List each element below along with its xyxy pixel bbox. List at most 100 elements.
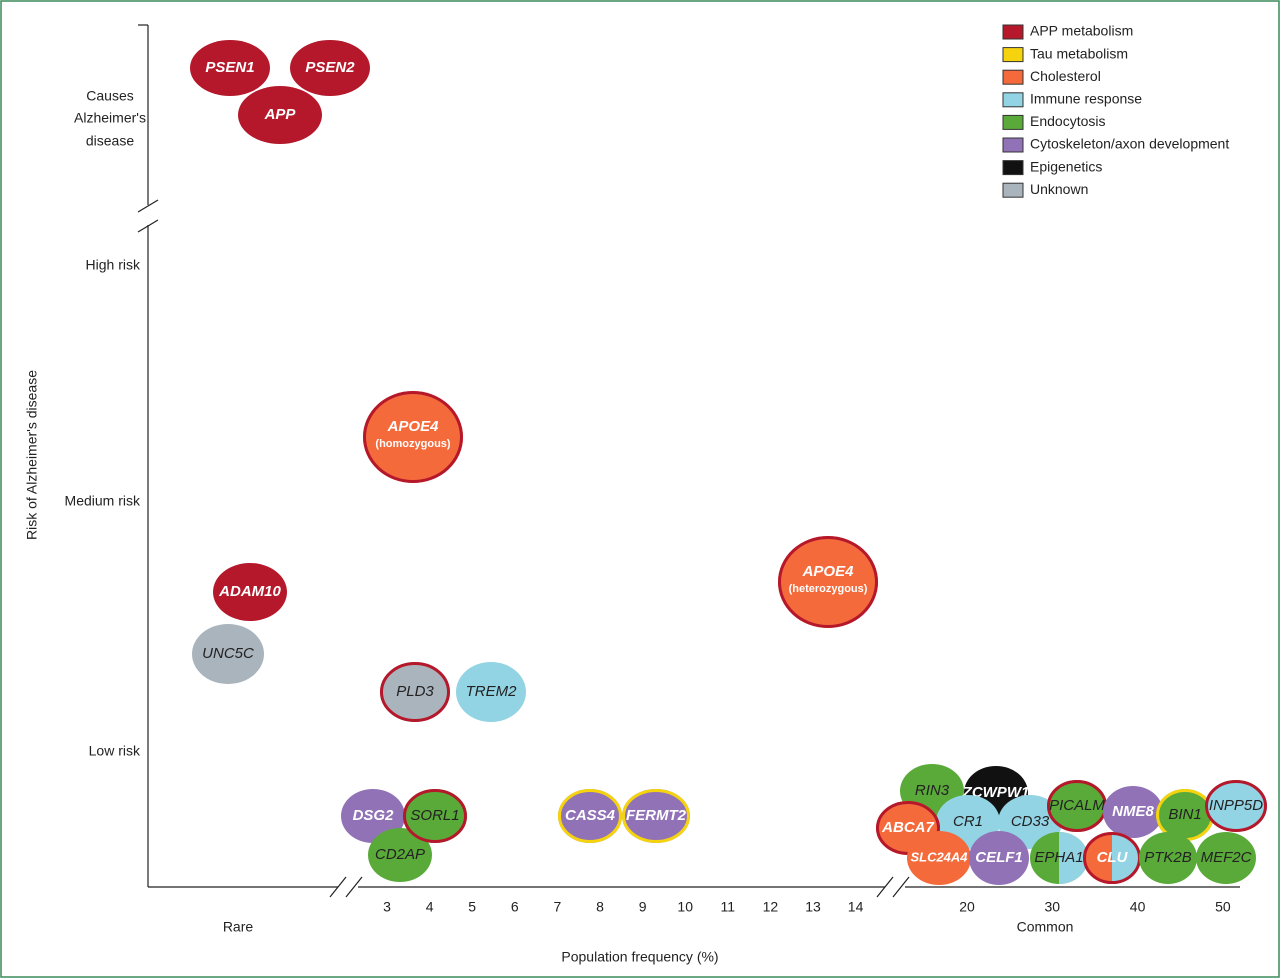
node-fill <box>1047 780 1107 832</box>
gene-node: CELF1 <box>969 831 1029 885</box>
y-level-label: Alzheimer's <box>74 110 146 126</box>
node-label: PSEN2 <box>305 59 355 76</box>
legend-label: Tau metabolism <box>1030 45 1128 61</box>
gene-node: BIN1 <box>1156 789 1214 841</box>
axes <box>137 24 1240 898</box>
node-label: TREM2 <box>466 683 517 700</box>
node-label: CLU <box>1097 849 1129 866</box>
node-label: EPHA1 <box>1034 849 1083 866</box>
gene-node: ADAM10 <box>213 563 287 621</box>
y-level-label: High risk <box>86 257 141 273</box>
node-fill <box>1156 789 1214 841</box>
node-fill <box>290 40 370 96</box>
node-fill <box>1103 786 1163 838</box>
x-tick-label: 14 <box>848 899 864 915</box>
node-fill <box>192 624 264 684</box>
node-fill <box>368 828 432 882</box>
gene-node: APOE4 (homozygous) <box>363 391 463 483</box>
node-fill <box>363 391 463 483</box>
gene-node: TREM2 <box>456 662 526 722</box>
node-fill <box>778 536 878 628</box>
x-tick-label: 3 <box>383 899 391 915</box>
legend-label: Immune response <box>1030 91 1142 107</box>
legend-swatch <box>1002 137 1024 153</box>
x-rare: Rare <box>223 919 254 935</box>
gene-node: CASS4 <box>558 789 622 843</box>
gene-node: APP <box>238 86 322 144</box>
node-label: PLD3 <box>396 683 434 700</box>
node-half <box>1059 832 1088 884</box>
node-label: ADAM10 <box>218 583 281 600</box>
gene-node: PLD3 <box>380 662 450 722</box>
node-label: PICALM <box>1049 797 1105 814</box>
gene-node: EPHA1 <box>1030 832 1088 884</box>
node-fill <box>1196 832 1256 884</box>
x-tick-label: 4 <box>426 899 434 915</box>
gene-node: APOE4 (heterozygous) <box>778 536 878 628</box>
gene-node: CLU <box>1083 832 1141 884</box>
node-ring <box>380 662 450 722</box>
gene-node: SORL1 <box>403 789 467 843</box>
node-label: APOE4 <box>802 563 855 580</box>
node-fill <box>238 86 322 144</box>
node-label: MEF2C <box>1201 849 1252 866</box>
gene-node: UNC5C <box>192 624 264 684</box>
x-tick-label: 5 <box>468 899 476 915</box>
legend-swatch <box>1002 182 1024 198</box>
node-label: INPP5D <box>1209 797 1263 814</box>
node-label: CASS4 <box>565 807 616 824</box>
node-label: CR1 <box>953 813 983 830</box>
node-fill <box>1139 832 1197 884</box>
x-tick-label: 7 <box>554 899 562 915</box>
node-label: BIN1 <box>1168 806 1201 823</box>
gene-node: FERMT2 <box>622 789 690 843</box>
x-tick-label: 50 <box>1215 899 1231 915</box>
node-label: PSEN1 <box>205 59 254 76</box>
legend-label: Endocytosis <box>1030 113 1105 129</box>
node-label: NME8 <box>1112 803 1154 820</box>
gene-node: INPP5D <box>1205 780 1267 832</box>
x-tick-label: 9 <box>639 899 647 915</box>
node-label: UNC5C <box>202 645 254 662</box>
node-label: ABCA7 <box>881 819 934 836</box>
y-title: Risk of Alzheimer's disease <box>24 370 40 540</box>
node-label: SLC24A4 <box>910 849 968 864</box>
y-level-label: Low risk <box>89 743 141 759</box>
node-label: SORL1 <box>410 807 459 824</box>
node-label: CD33 <box>1011 813 1050 830</box>
node-ring <box>558 789 622 843</box>
x-tick-label: 40 <box>1130 899 1146 915</box>
node-label: RIN3 <box>915 782 950 799</box>
node-ring <box>778 536 878 628</box>
node-fill <box>403 789 467 843</box>
node-label: CELF1 <box>975 849 1023 866</box>
gene-node: PSEN1 <box>190 40 270 96</box>
node-ring <box>403 789 467 843</box>
legend-label: APP metabolism <box>1030 23 1133 39</box>
legend-label: Cholesterol <box>1030 68 1101 84</box>
node-fill <box>1205 780 1267 832</box>
node-fill <box>622 789 690 843</box>
x-tick-label: 12 <box>763 899 779 915</box>
y-level-label: Medium risk <box>65 493 141 509</box>
node-fill <box>190 40 270 96</box>
node-fill <box>213 563 287 621</box>
node-fill <box>907 831 971 885</box>
x-tick-label: 6 <box>511 899 519 915</box>
gene-node: DSG2 <box>341 789 405 843</box>
node-label: APOE4 <box>387 418 440 435</box>
x-tick-label: 20 <box>959 899 975 915</box>
x-common: Common <box>1017 919 1074 935</box>
legend-swatch <box>1002 160 1024 176</box>
legend-swatch <box>1002 114 1024 130</box>
node-label: DSG2 <box>353 807 395 824</box>
gene-node: PSEN2 <box>290 40 370 96</box>
node-sublabel: (homozygous) <box>375 438 450 450</box>
node-sublabel: (heterozygous) <box>789 583 868 595</box>
legend-swatch <box>1002 69 1024 85</box>
node-ring <box>1205 780 1267 832</box>
node-ring <box>363 391 463 483</box>
gene-node: NME8 <box>1103 786 1163 838</box>
